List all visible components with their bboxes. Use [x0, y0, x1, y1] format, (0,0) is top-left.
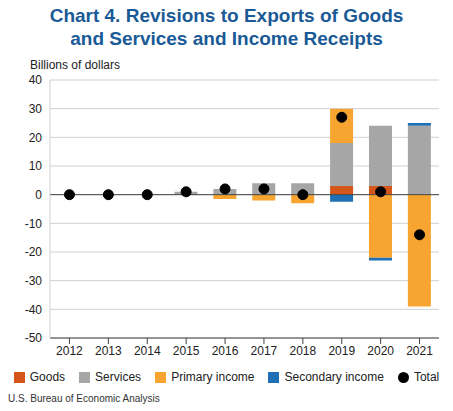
svg-text:-40: -40: [25, 303, 43, 317]
svg-text:-30: -30: [25, 274, 43, 288]
svg-text:10: 10: [29, 159, 43, 173]
svg-text:2021: 2021: [406, 344, 433, 358]
html-text:Goods: Goods: [29, 370, 66, 384]
svg-text:-10: -10: [25, 217, 43, 231]
svg-text:2016: 2016: [212, 344, 239, 358]
svg-text:2017: 2017: [251, 344, 278, 358]
html-text:Total: Total: [413, 370, 440, 384]
html-text:Chart 4. Revisions to Exports: Chart 4. Revisions to Exports of Goods a…: [49, 5, 404, 49]
svg-text:2019: 2019: [328, 344, 355, 358]
svg-text:2014: 2014: [134, 344, 161, 358]
svg-text:2012: 2012: [56, 344, 83, 358]
svg-text:2018: 2018: [289, 344, 316, 358]
svg-text:-20: -20: [25, 245, 43, 259]
svg-text:-50: -50: [25, 331, 43, 345]
svg-text:0: 0: [35, 188, 42, 202]
html-text:U.S. Bureau of Economic Analys: U.S. Bureau of Economic Analysis: [8, 393, 160, 404]
svg-text:40: 40: [29, 73, 43, 87]
svg-text:2020: 2020: [367, 344, 394, 358]
svg-text:20: 20: [29, 131, 43, 145]
svg-text:2015: 2015: [173, 344, 200, 358]
svg-text:2013: 2013: [95, 344, 122, 358]
html-text:Secondary income: Secondary income: [284, 370, 384, 384]
html-text:Primary income: Primary income: [171, 370, 255, 384]
html-text:Services: Services: [95, 370, 142, 384]
html-text:Billions of dollars: Billions of dollars: [30, 58, 120, 72]
svg-text:30: 30: [29, 102, 43, 116]
